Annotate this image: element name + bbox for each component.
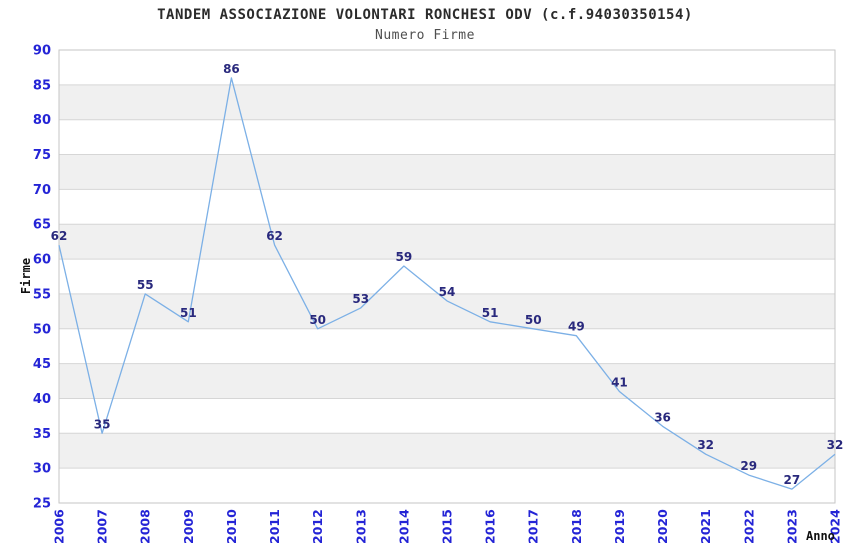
data-label: 32 — [697, 438, 714, 452]
plot-border — [58, 49, 836, 504]
x-axis-title: Anno — [806, 529, 835, 543]
x-tick-label: 2023 — [784, 509, 799, 544]
chart-title: TANDEM ASSOCIAZIONE VOLONTARI RONCHESI O… — [157, 7, 693, 23]
data-label: 49 — [568, 320, 585, 334]
y-tick-label: 35 — [33, 427, 51, 442]
x-tick-label: 2007 — [95, 509, 110, 544]
data-label: 62 — [51, 229, 68, 243]
x-tick-label: 2018 — [569, 509, 584, 544]
y-tick-label: 75 — [33, 148, 51, 163]
plot-band — [59, 363, 835, 399]
y-tick-label: 55 — [33, 287, 51, 302]
plot-band — [59, 293, 835, 329]
y-tick-label: 45 — [33, 357, 51, 372]
data-label: 53 — [352, 292, 369, 306]
data-label: 29 — [740, 459, 757, 473]
data-label: 50 — [525, 313, 542, 327]
y-tick-label: 85 — [33, 78, 51, 93]
data-label: 59 — [396, 250, 413, 264]
y-tick-label: 70 — [33, 183, 51, 198]
data-label: 62 — [266, 229, 283, 243]
data-label: 50 — [309, 313, 326, 327]
x-tick-label: 2019 — [612, 509, 627, 544]
x-tick-label: 2011 — [267, 509, 282, 544]
x-tick-label: 2014 — [396, 509, 411, 544]
plot-band — [59, 84, 835, 120]
y-tick-label: 80 — [33, 113, 51, 128]
x-tick-label: 2022 — [741, 509, 756, 544]
x-tick-label: 2020 — [655, 509, 670, 544]
y-tick-label: 90 — [33, 44, 51, 59]
x-tick-label: 2009 — [181, 509, 196, 544]
data-label: 55 — [137, 278, 154, 292]
y-axis-title: Firme — [19, 257, 33, 295]
data-label: 35 — [94, 417, 111, 431]
x-tick-label: 2012 — [310, 509, 325, 544]
y-tick-label: 60 — [33, 253, 51, 268]
series-line — [58, 77, 836, 490]
x-tick-label: 2008 — [138, 509, 153, 544]
x-tick-label: 2006 — [52, 509, 67, 544]
data-label: 51 — [180, 306, 197, 320]
plot-band — [59, 224, 835, 260]
data-label: 54 — [439, 285, 456, 299]
y-tick-label: 40 — [33, 392, 51, 407]
data-label: 86 — [223, 62, 240, 76]
x-tick-label: 2021 — [698, 509, 713, 544]
plot-band — [59, 433, 835, 469]
y-tick-label: 30 — [33, 462, 51, 477]
data-label: 41 — [611, 375, 628, 389]
data-label: 51 — [482, 306, 499, 320]
plot-band — [59, 154, 835, 190]
x-tick-label: 2024 — [828, 509, 843, 544]
x-tick-label: 2016 — [483, 509, 498, 544]
data-label: 27 — [784, 473, 801, 487]
x-tick-label: 2017 — [526, 509, 541, 544]
data-label: 36 — [654, 410, 671, 424]
x-tick-label: 2015 — [440, 509, 455, 544]
chart-subtitle: Numero Firme — [375, 28, 475, 43]
x-tick-label: 2010 — [224, 509, 239, 544]
x-tick-label: 2013 — [353, 509, 368, 544]
y-tick-label: 65 — [33, 218, 51, 233]
y-tick-label: 25 — [33, 497, 51, 512]
data-label: 32 — [827, 438, 844, 452]
y-tick-label: 50 — [33, 322, 51, 337]
